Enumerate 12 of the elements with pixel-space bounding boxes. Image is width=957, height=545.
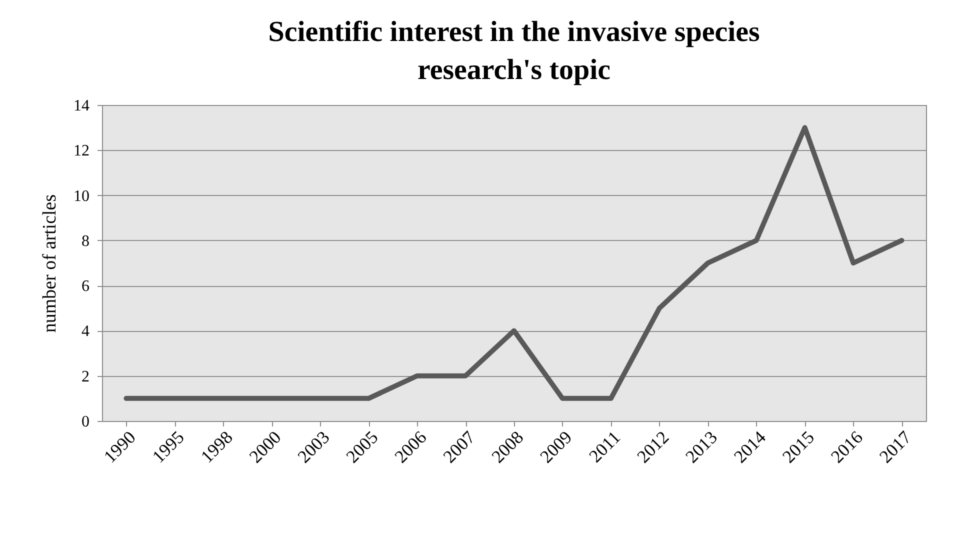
- y-tick-label: 12: [74, 142, 90, 160]
- y-tick-label: 4: [82, 323, 90, 340]
- y-axis-title: number of articles: [40, 194, 60, 333]
- y-tick-label: 2: [82, 368, 90, 386]
- y-tick-label: 14: [74, 98, 90, 114]
- x-tick-label: 2011: [585, 427, 624, 466]
- text: research's topic: [417, 54, 611, 86]
- y-tick-label: 10: [74, 188, 90, 205]
- y-tick-label: 0: [82, 414, 90, 430]
- y-tick-label: 8: [82, 232, 90, 250]
- text: Scientific interest in the invasive species: [268, 16, 760, 48]
- y-tick-label: 6: [82, 278, 90, 296]
